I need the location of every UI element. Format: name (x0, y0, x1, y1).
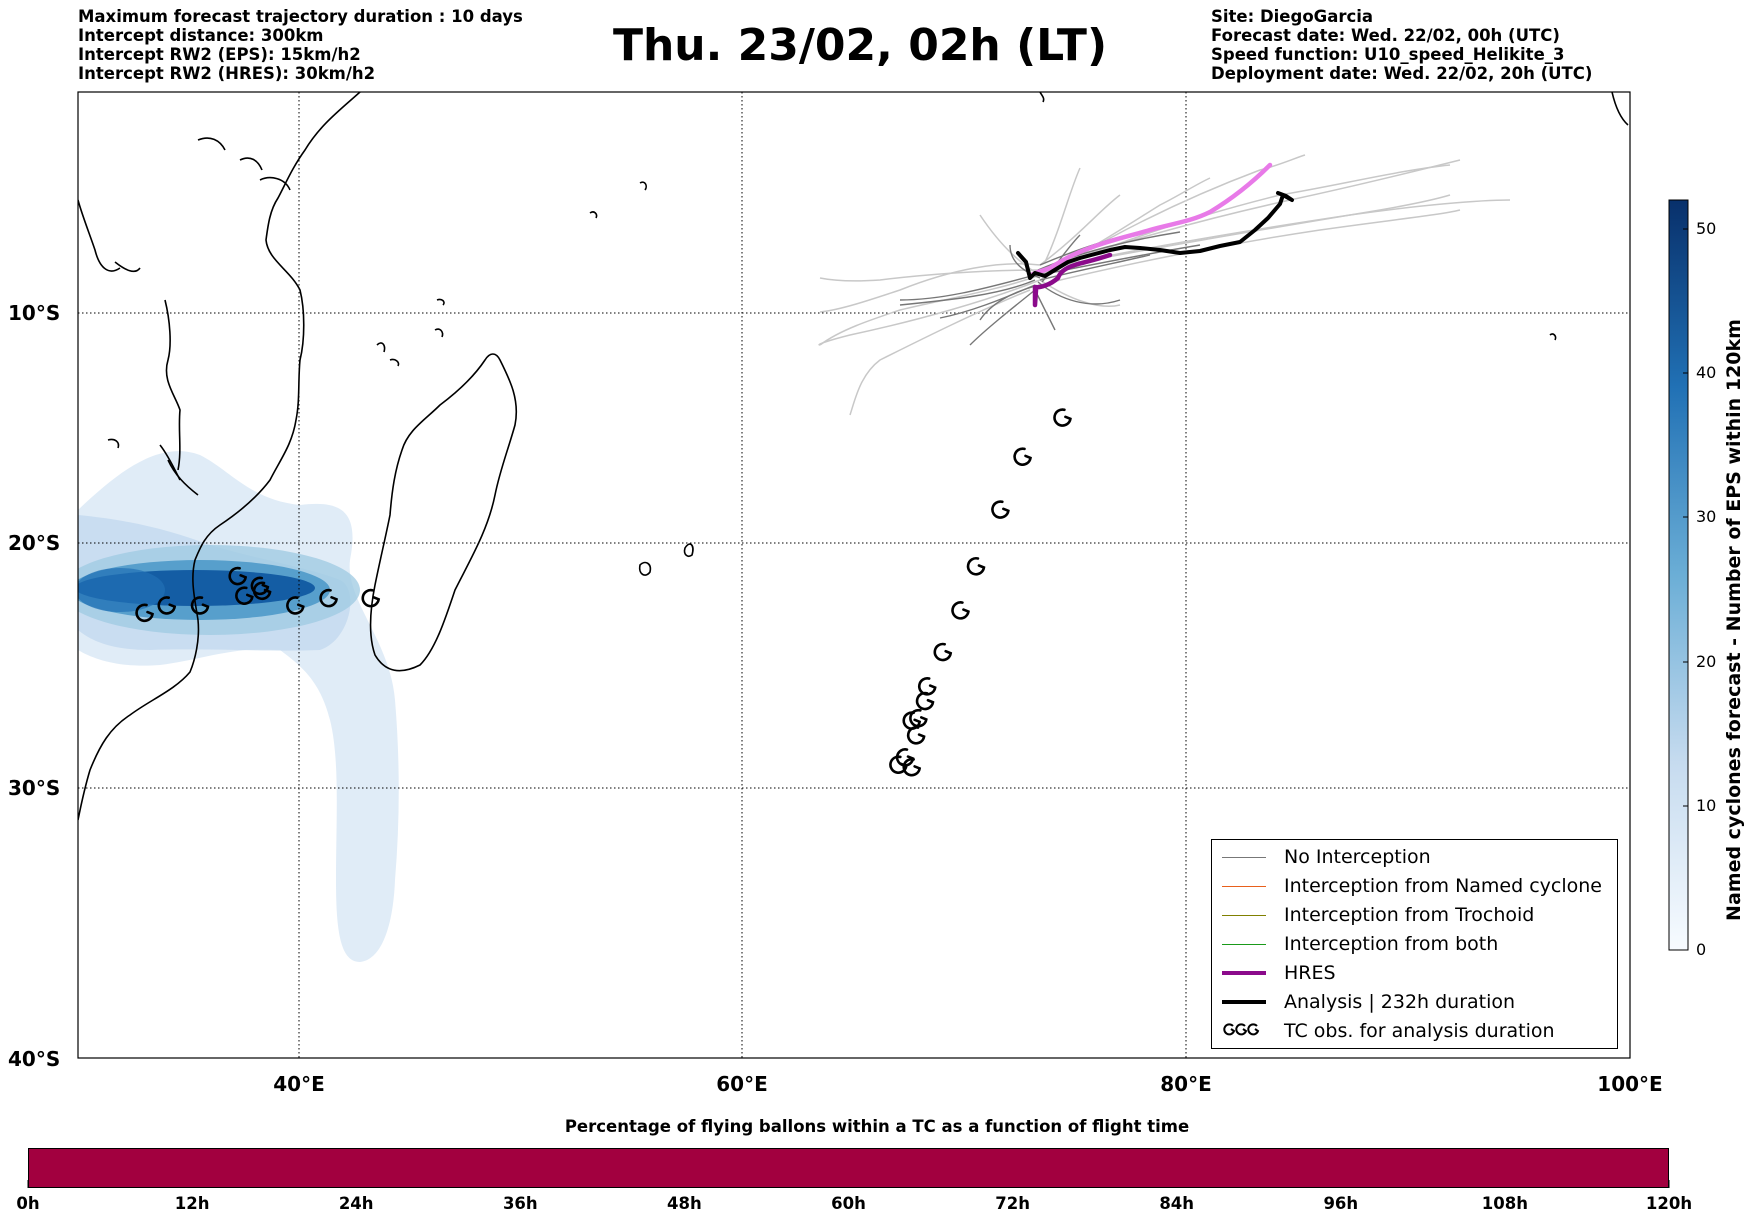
hres-trajectory (1027, 162, 1273, 308)
tc-obs-symbol (902, 757, 922, 777)
bottom-tick-label: 96h (1323, 1194, 1359, 1213)
legend-swatch-trochoid (1222, 914, 1266, 916)
analysis-trajectory (1016, 191, 1294, 280)
tc-observations (135, 408, 1072, 777)
lat-label-40s: 40°S (8, 1047, 61, 1071)
tc-obs-symbol (895, 748, 915, 767)
tc-obs-symbol (902, 711, 922, 730)
tc-obs-symbol (228, 566, 248, 586)
bottom-tick-label: 120h (1645, 1194, 1693, 1213)
tc-obs-symbol (889, 755, 908, 775)
tc-obs-symbol (190, 596, 210, 615)
colorbar-tick-20: 20 (1696, 652, 1717, 671)
legend-swatch-named-cyclone (1222, 885, 1266, 887)
bottom-tick-label: 84h (1159, 1194, 1195, 1213)
bottom-tick-label: 108h (1481, 1194, 1528, 1213)
tc-obs-symbol (918, 677, 937, 696)
coastlines (78, 92, 1629, 821)
tc-obs-symbol (1013, 447, 1032, 466)
tc-obs-symbol (933, 642, 953, 662)
tc-obs-symbol (252, 581, 272, 601)
legend: No Interception Interception from Named … (1211, 839, 1618, 1049)
bottom-tick-label: 72h (995, 1194, 1030, 1213)
bottom-tick-label: 36h (502, 1194, 538, 1213)
colorbar-tick-0: 0 (1696, 940, 1707, 959)
site-info: Site: DiegoGarcia Forecast date: Wed. 22… (1211, 7, 1592, 83)
legend-swatch-analysis (1222, 1000, 1266, 1004)
legend-item-no-interception: No Interception (1222, 843, 1431, 871)
lat-label-10s: 10°S (8, 301, 61, 325)
intercept-rw2-eps-text: Intercept RW2 (EPS): 15km/h2 (78, 45, 361, 64)
tc-obs-symbol (157, 596, 177, 615)
legend-swatch-no-interception (1222, 856, 1266, 858)
tc-obs-symbol (915, 691, 935, 711)
tc-obs-symbol (286, 596, 305, 615)
lat-label-30s: 30°S (8, 776, 61, 800)
forecast-date-text: Forecast date: Wed. 22/02, 00h (UTC) (1211, 26, 1560, 45)
lon-label-80e: 80°E (1160, 1072, 1212, 1096)
tc-obs-symbol (319, 588, 338, 608)
bottom-tick-label: 48h (667, 1194, 702, 1213)
colorbar-tick-10: 10 (1696, 796, 1717, 815)
legend-item-trochoid: Interception from Trochoid (1222, 901, 1534, 929)
legend-item-tc-obs: TC obs. for analysis duration (1222, 1017, 1555, 1045)
colorbar (1668, 199, 1689, 951)
map-frame (77, 91, 1631, 1059)
max-duration-text: Maximum forecast trajectory duration : 1… (78, 7, 523, 26)
legend-item-both: Interception from both (1222, 930, 1498, 958)
graticule (78, 92, 1630, 1058)
tc-obs-symbol (951, 601, 970, 620)
bottom-bar-title: Percentage of flying ballons within a TC… (564, 1117, 1190, 1136)
bottom-tick-label: 24h (338, 1194, 374, 1213)
tc-obs-symbol (1053, 408, 1072, 427)
flight-time-bar (28, 1148, 1669, 1188)
tc-obs-symbol (361, 588, 381, 608)
legend-item-analysis: Analysis | 232h duration (1222, 988, 1515, 1016)
forecast-parameters: Maximum forecast trajectory duration : 1… (78, 7, 523, 83)
legend-item-named-cyclone: Interception from Named cyclone (1222, 872, 1602, 900)
lon-label-60e: 60°E (716, 1072, 768, 1096)
bottom-tick-label: 12h (174, 1194, 210, 1213)
speed-function-text: Speed function: U10_speed_Helikite_3 (1211, 45, 1565, 64)
legend-item-hres: HRES (1222, 959, 1336, 987)
bottom-tick-label: 60h (831, 1194, 866, 1213)
eps-cyclone-density (78, 451, 399, 962)
tc-obs-symbol (909, 708, 928, 728)
legend-swatch-both (1222, 943, 1266, 945)
colorbar-ticks (1683, 228, 1688, 951)
legend-swatch-hres (1222, 971, 1266, 975)
map-title: Thu. 23/02, 02h (LT) (612, 20, 1108, 71)
colorbar-tick-30: 30 (1696, 507, 1717, 526)
tc-symbol-icon (1223, 1023, 1260, 1036)
colorbar-tick-50: 50 (1696, 219, 1717, 238)
site-text: Site: DiegoGarcia (1211, 7, 1374, 26)
lat-label-20s: 20°S (8, 531, 61, 555)
colorbar-tick-40: 40 (1696, 363, 1717, 382)
intercept-distance-text: Intercept distance: 300km (78, 26, 324, 45)
tc-obs-symbol (135, 603, 154, 623)
intercept-rw2-hres-text: Intercept RW2 (HRES): 30km/h2 (78, 64, 376, 83)
tc-obs-symbol (966, 556, 986, 576)
colorbar-title: Named cyclones forecast - Number of EPS … (1723, 319, 1745, 921)
ensemble-trajectories-faint (818, 154, 1511, 416)
tc-obs-symbol (991, 500, 1010, 519)
tc-obs-symbol (906, 726, 926, 745)
lon-label-40e: 40°E (273, 1072, 325, 1096)
lon-label-100e: 100°E (1597, 1072, 1663, 1096)
tc-obs-symbol (235, 586, 254, 605)
bottom-tick-label: 0h (16, 1194, 40, 1213)
deployment-date-text: Deployment date: Wed. 22/02, 20h (UTC) (1211, 64, 1593, 83)
